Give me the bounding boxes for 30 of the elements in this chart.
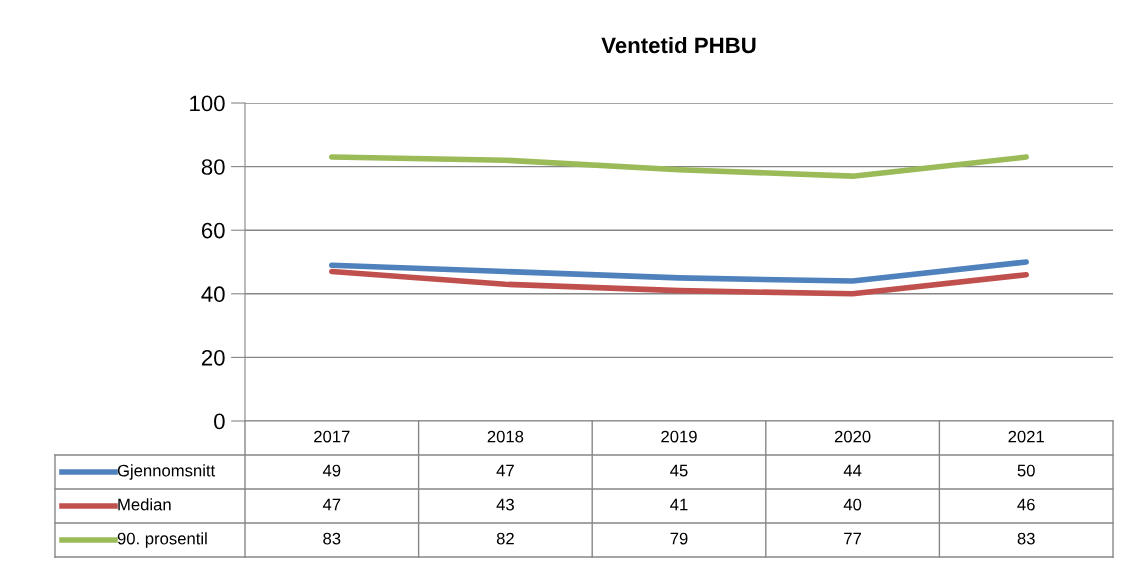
data-label: 44 (843, 464, 862, 477)
y-tick-label: 100 (190, 95, 225, 112)
y-tick-label: 40 (201, 286, 225, 303)
data-label: 45 (670, 464, 688, 477)
y-tick-label: 60 (201, 222, 225, 239)
x-tick-label: 2020 (834, 430, 871, 443)
chart-title: Ventetid PHBU (601, 36, 756, 54)
data-label: 46 (1017, 498, 1035, 511)
data-label: 47 (322, 498, 341, 511)
data-label: 83 (1017, 532, 1035, 545)
data-label: 43 (496, 498, 514, 511)
y-tick-label: 80 (201, 159, 225, 175)
x-tick-label: 2018 (487, 430, 524, 443)
data-label: 83 (323, 532, 341, 545)
data-label: 40 (843, 498, 862, 511)
data-label: 41 (670, 498, 688, 511)
x-tick-label: 2017 (314, 430, 350, 443)
x-tick-label: 2021 (1008, 430, 1044, 443)
data-label: 77 (844, 532, 862, 545)
legend-label: Median (118, 498, 171, 511)
y-tick-label: 0 (214, 413, 225, 430)
y-tick-label: 20 (201, 349, 225, 366)
data-label: 79 (670, 532, 688, 545)
data-label: 47 (496, 464, 514, 477)
data-label: 49 (322, 464, 341, 477)
data-label: 50 (1017, 464, 1035, 477)
data-label: 82 (496, 532, 514, 545)
x-tick-label: 2019 (661, 430, 697, 443)
legend-label: Gjennomsnitt (117, 464, 216, 480)
legend-label: 90. prosentil (117, 532, 207, 548)
